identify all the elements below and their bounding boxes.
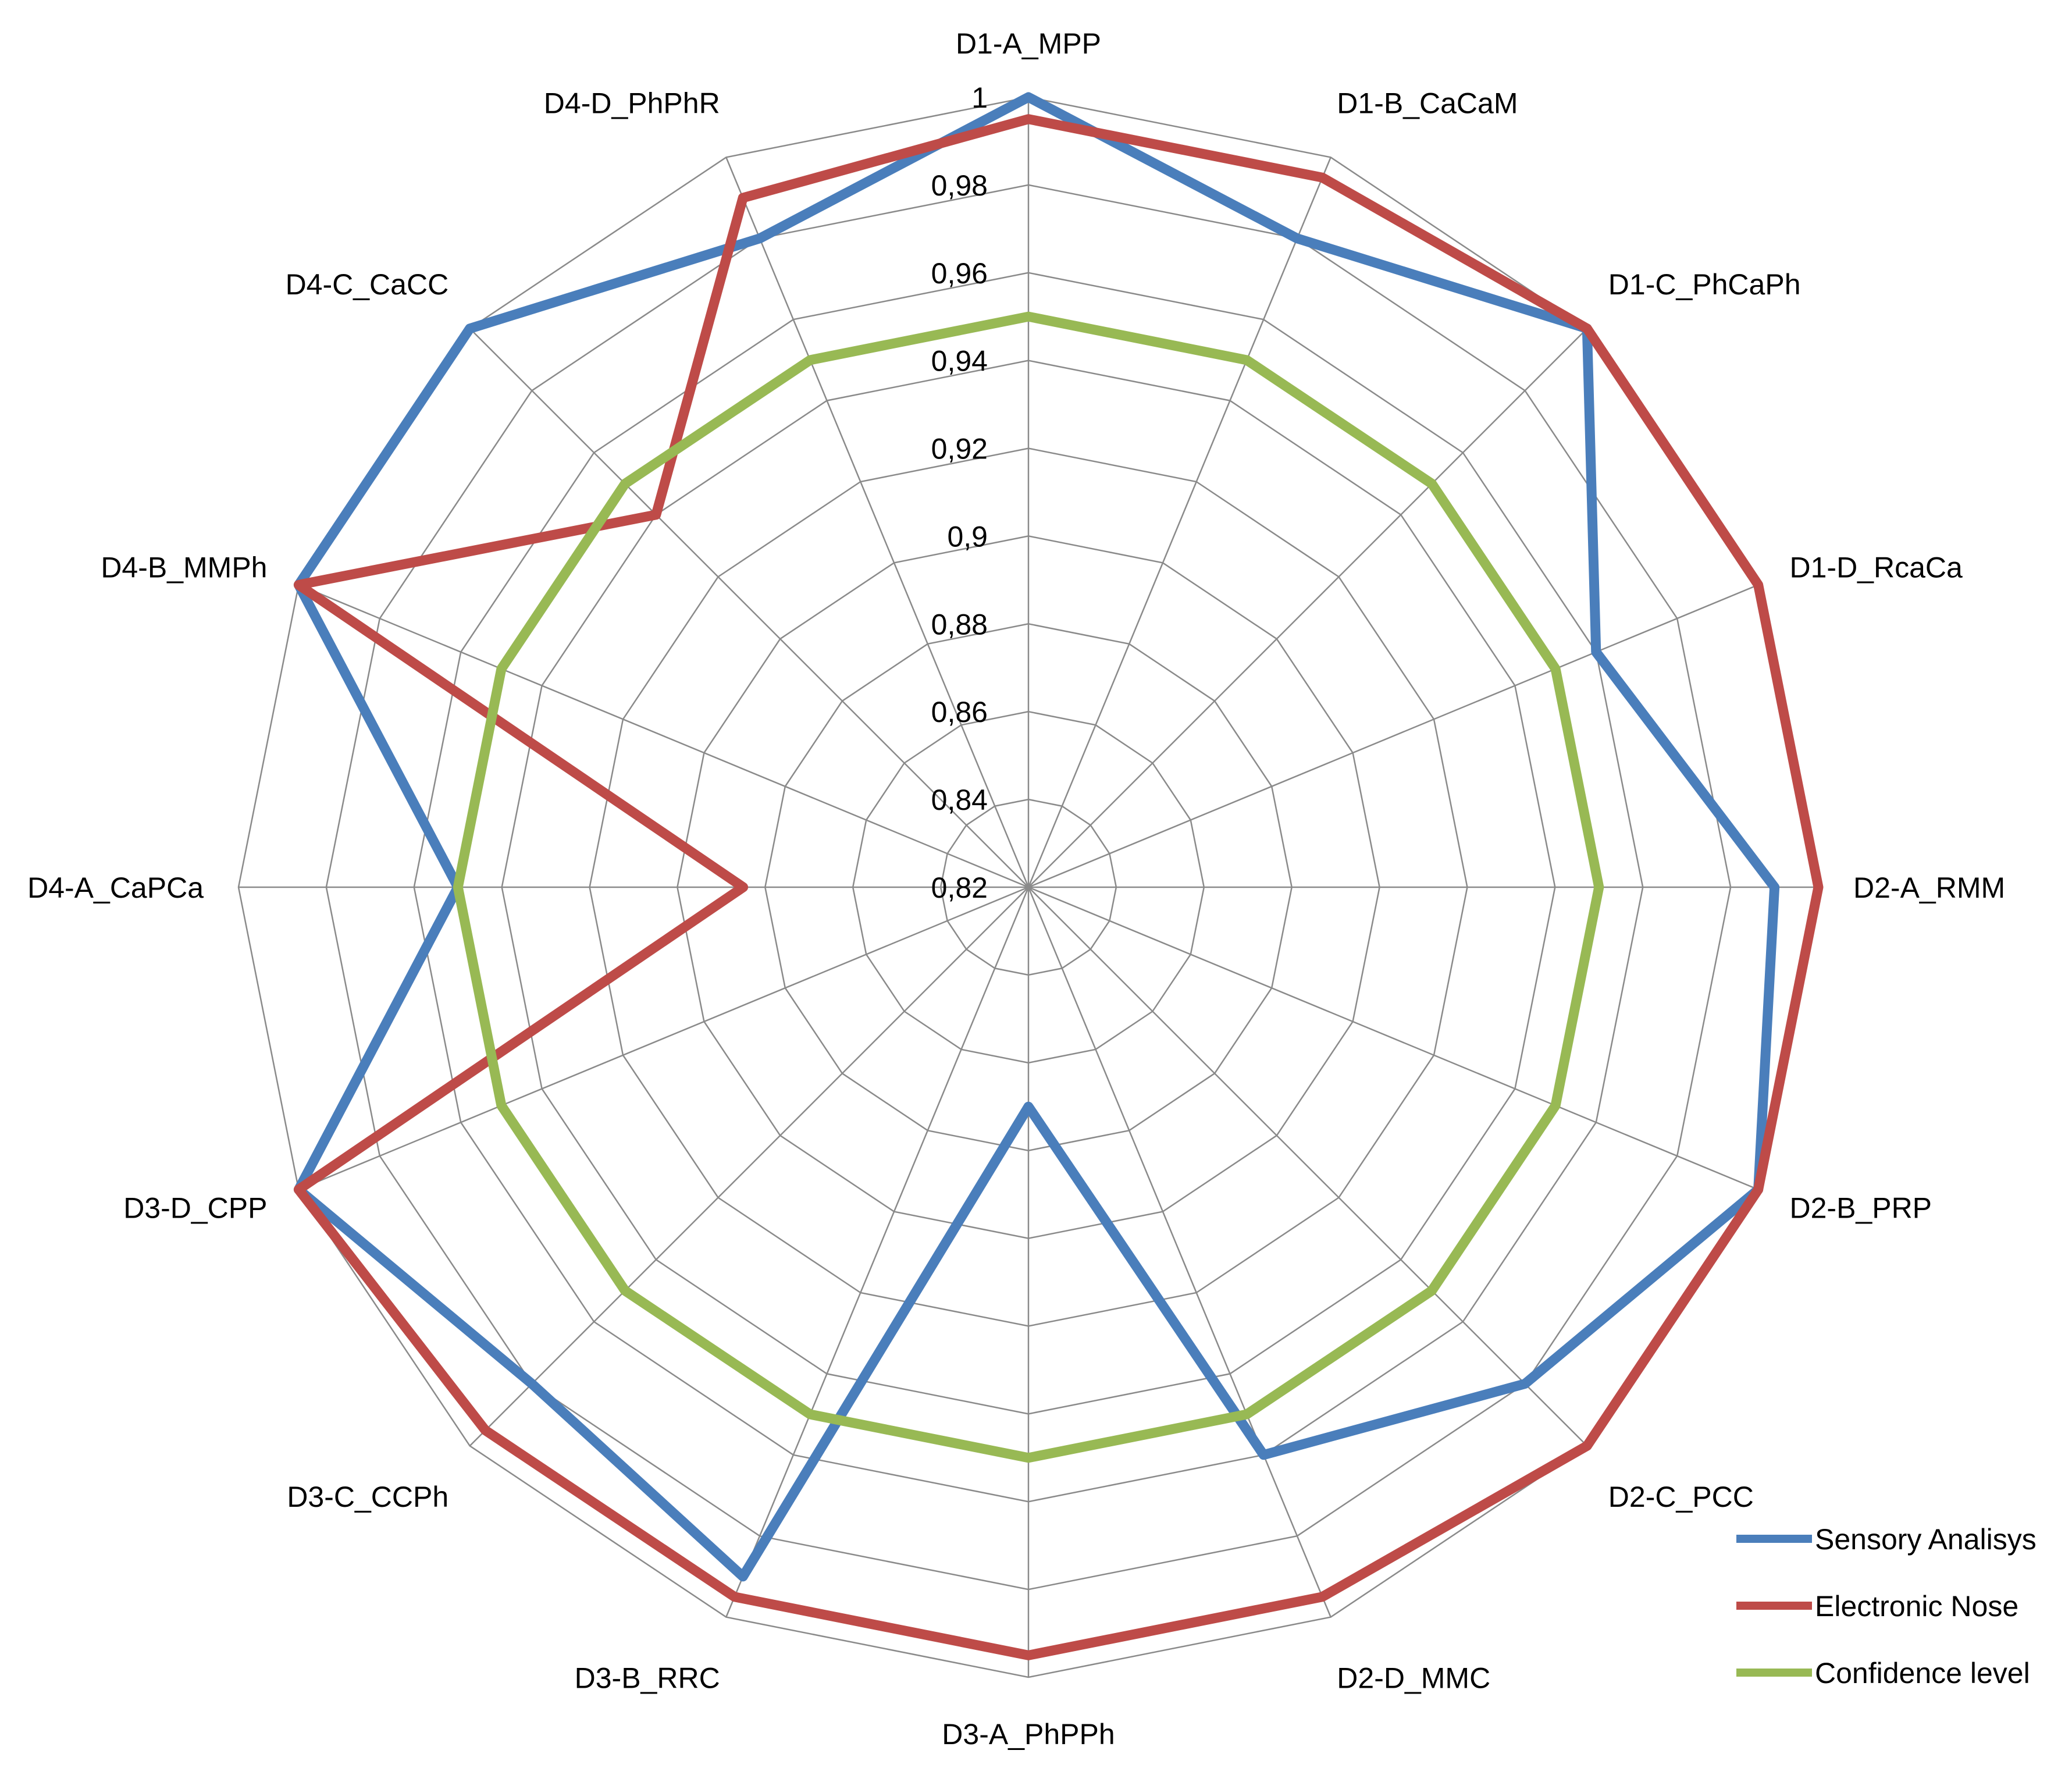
spoke-d3-d-cpp	[298, 886, 1029, 1190]
category-label-d2-a-rmm: D2-A_RMM	[1853, 871, 2005, 904]
category-label-d3-d-cpp: D3-D_CPP	[123, 1191, 267, 1224]
tick-label: 0,94	[931, 345, 988, 378]
tick-label: 0,96	[931, 257, 988, 290]
series-layer	[293, 92, 1824, 1660]
tick-label: 0,86	[931, 696, 988, 728]
category-label-d2-b-prp: D2-B_PRP	[1790, 1191, 1932, 1224]
category-label-d1-b-cacam: D1-B_CaCaM	[1337, 87, 1518, 120]
spoke-d4-b-mmph	[298, 584, 1029, 888]
grid-layer	[237, 96, 1820, 1678]
legend-label-sensory-analisys: Sensory Analisys	[1815, 1523, 2037, 1556]
category-label-d4-b-mmph: D4-B_MMPh	[101, 552, 267, 584]
category-label-d3-c-ccph: D3-C_CCPh	[287, 1481, 448, 1513]
spoke-d3-c-ccph	[469, 887, 1029, 1447]
tick-label: 0,98	[931, 169, 988, 202]
category-label-d3-b-rrc: D3-B_RRC	[575, 1662, 720, 1695]
spoke-d4-d-phphr	[725, 156, 1030, 888]
spoke-d1-c-phcaph	[1028, 328, 1588, 888]
legend-label-electronic-nose: Electronic Nose	[1815, 1590, 2018, 1623]
category-labels: D1-A_MPP D1-B_CaCaM D1-C_PhCaPh D1-D_RcaCa D…	[27, 27, 2005, 1751]
tick-label: 0,82	[931, 871, 988, 904]
category-label-d4-a-capca: D4-A_CaPCa	[27, 871, 204, 904]
category-label-d1-c-phcaph: D1-C_PhCaPh	[1608, 268, 1801, 301]
category-label-d2-d-mmc: D2-D_MMC	[1337, 1662, 1490, 1695]
tick-label: 1	[971, 81, 988, 114]
category-label-d1-a-mpp: D1-A_MPP	[956, 27, 1101, 60]
spoke-d2-c-pcc	[1028, 887, 1588, 1447]
category-label-d4-d-phphr: D4-D_PhPhR	[544, 87, 720, 120]
category-label-d2-c-pcc: D2-C_PCC	[1608, 1481, 1754, 1513]
spoke-d2-b-prp	[1028, 886, 1759, 1190]
spoke-d4-c-cacc	[469, 328, 1029, 888]
series-electronic-nose	[293, 114, 1824, 1660]
spoke-d1-b-cacam	[1027, 156, 1332, 888]
legend: Sensory Analisys Electronic Nose Confidenc…	[1736, 1523, 2037, 1689]
tick-label: 0,9	[947, 520, 988, 553]
tick-label: 0,92	[931, 433, 988, 465]
tick-label: 0,84	[931, 784, 988, 816]
spoke-d2-d-mmc	[1027, 887, 1332, 1618]
tick-label: 0,88	[931, 608, 988, 641]
tick-labels: 0,82 0,84 0,86 0,88 0,9 0,92 0,94 0,96 0,98 1	[931, 81, 988, 904]
legend-label-confidence-level: Confidence level	[1815, 1657, 2030, 1689]
series-confidence-level	[453, 311, 1604, 1463]
category-label-d1-d-rcaca: D1-D_RcaCa	[1790, 552, 1963, 584]
spoke-d3-b-rrc	[725, 887, 1030, 1618]
category-label-d4-c-cacc: D4-C_CaCC	[286, 268, 449, 301]
category-label-d3-a-phpph: D3-A_PhPPh	[942, 1718, 1115, 1751]
spoke-d1-d-rcaca	[1028, 584, 1759, 888]
series-sensory-analisys	[293, 92, 1780, 1582]
